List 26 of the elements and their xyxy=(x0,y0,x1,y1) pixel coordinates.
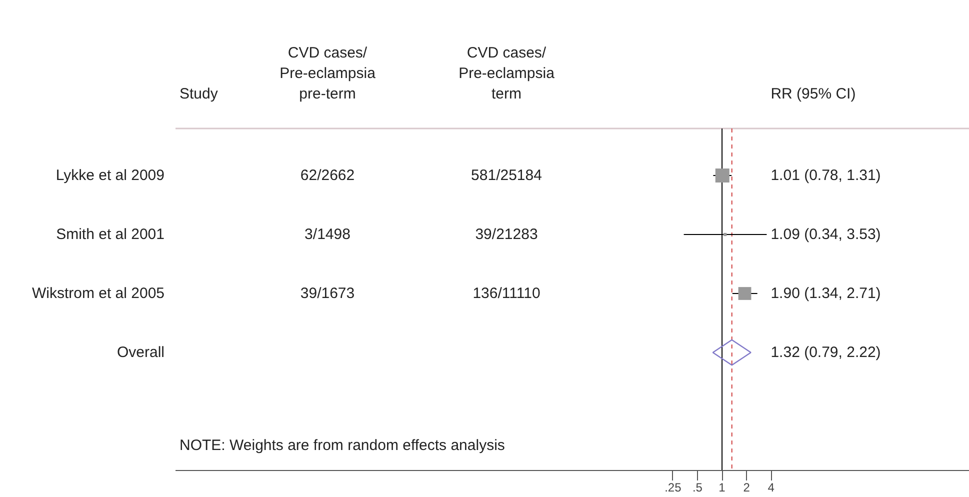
y-tick-label: Lykke et al 2009 xyxy=(56,167,165,184)
y-tick-label: Overall xyxy=(116,344,165,361)
y-tick-label: Smith et al 2001 xyxy=(56,226,165,243)
annotation: 136/11110 xyxy=(472,285,540,302)
x-tick-label: .25 xyxy=(664,480,682,494)
y-tick-label: Wikstrom et al 2005 xyxy=(32,285,164,302)
x-tick-label: 4 xyxy=(768,480,775,494)
data-label: 1.01 (0.78, 1.31) xyxy=(770,167,881,184)
annotation: 581/25184 xyxy=(471,167,542,184)
text: NOTE: Weights are from random effects analysis xyxy=(180,437,505,454)
data-label: 1.09 (0.34, 3.53) xyxy=(770,226,881,243)
data-label: 1.32 (0.79, 2.22) xyxy=(770,344,881,361)
text: RR (95% CI) xyxy=(770,86,856,102)
annotation: 39/21283 xyxy=(475,226,538,243)
text: Study xyxy=(180,86,218,102)
annotation: 62/2662 xyxy=(300,167,355,184)
point xyxy=(738,287,752,300)
x-tick-label: .5 xyxy=(692,480,703,494)
annotation: 3/1498 xyxy=(304,226,350,243)
text: CVD cases/ Pre-eclampsia pre-term xyxy=(280,44,376,102)
data-label: 1.90 (1.34, 2.71) xyxy=(770,285,881,302)
annotation: 39/1673 xyxy=(300,285,355,302)
x-tick-label: 2 xyxy=(743,480,750,494)
text: CVD cases/ Pre-eclampsia term xyxy=(458,44,556,102)
x-tick-label: 1 xyxy=(718,480,726,494)
point xyxy=(715,168,730,182)
